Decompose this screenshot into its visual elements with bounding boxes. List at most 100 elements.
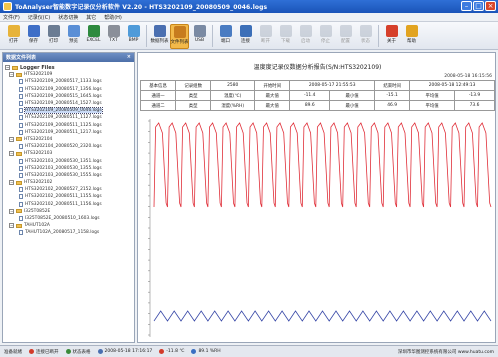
table-cell: 最大值 [254,100,291,111]
file-icon [19,144,23,150]
toolbar-button[interactable]: 帮助 [402,24,421,49]
tree-close-icon[interactable]: × [126,54,131,60]
mode-icon [65,349,71,354]
tree-item[interactable]: HTS3202103_20080530_1351.logs [5,157,134,164]
file-icon [19,158,23,164]
tree-item[interactable]: HTS3202102_20080511_1156.logs [5,201,134,208]
file-icon [19,122,23,128]
tree-item[interactable]: TAHUT102A_20080517_1158.logs [5,229,134,236]
collapse-icon[interactable]: − [5,65,10,71]
tree-item-label: HTS3202109_20080511_1217.logs [25,129,102,135]
toolbar-button[interactable]: 数据列表 [150,24,169,49]
tree-item[interactable]: HTS3202103_20080530_1555.logs [5,172,134,179]
minimize-button[interactable]: – [461,1,472,11]
toolbar-button[interactable]: 下载 [276,24,295,49]
collapse-icon[interactable]: − [9,136,14,142]
maximize-button[interactable]: □ [473,1,484,11]
toolbar-button[interactable]: BMP [124,24,143,49]
toolbar-button[interactable]: EXCEL [84,24,103,49]
toolbar-button[interactable]: 停止 [316,24,335,49]
tree-item[interactable]: − Logger Files [5,64,134,71]
toolbar-button[interactable]: 预览 [64,24,83,49]
toolbar-button[interactable]: 打印 [44,24,63,49]
tree-item[interactable]: HTS3202109_20080515_1645.logs [5,93,134,100]
tree-item-label: I325T0852E_20080510_1603.logs [25,216,100,222]
title-bar[interactable]: ToAnalyser智能数字记录仪分析软件 V2.20 - HTS3202109… [0,0,498,13]
excel-icon [87,25,100,37]
table-cell: 73.6 [454,100,495,111]
tree-item[interactable]: − HTS3202103 [5,150,134,157]
menu-state-switch[interactable]: 状态切换 [58,14,79,21]
toolbar-button[interactable]: TXT [104,24,123,49]
tree-item[interactable]: I325T0852E_20080510_1603.logs [5,215,134,222]
data-chart[interactable] [140,115,495,341]
toolbar-button-label: 下载 [281,39,290,44]
tree-item-label: Logger Files [20,64,55,71]
tree-item[interactable]: HTS3202109_20080511_1127.logs [5,114,134,121]
toolbar-button[interactable]: 状态 [356,24,375,49]
report-info-table: 基本信息 记录组数 2580 开始时间 2008-05-17 21:55:53 … [139,80,495,111]
toolbar-button-label: 启动 [301,39,310,44]
tree-item[interactable]: − HTS3202102 [5,179,134,186]
folder-icon [16,137,22,142]
tree-item[interactable]: HTS3202109_20080517_1356.logs [5,86,134,93]
collapse-icon[interactable]: − [9,180,14,186]
tree-item[interactable]: HTS3202104_20080520_2320.logs [5,143,134,150]
collapse-icon[interactable]: − [9,208,14,214]
toolbar-button[interactable]: 打开 [4,24,23,49]
toolbar-button-label: 配置 [341,39,350,44]
toolbar-separator [212,25,213,47]
table-cell: 46.9 [374,100,411,111]
toolbar-button[interactable]: 断开 [256,24,275,49]
toolbar-button[interactable]: 保存 [24,24,43,49]
toolbar-button[interactable]: 文件列表 [170,24,189,49]
table-cell: 湿度(%RH) [210,100,256,111]
status-humidity: 89.1 %RH [191,349,221,354]
toolbar-button-label: 断开 [261,39,270,44]
tree-item[interactable]: HTS3202109_20080514_1527.logs [5,100,134,107]
tree-item[interactable]: HTS3202102_20080527_2152.logs [5,186,134,193]
toolbar-button[interactable]: 连接 [236,24,255,49]
tree-item[interactable]: − HTS3202104 [5,136,134,143]
table-cell: 类型 [175,90,212,101]
menu-recorder[interactable]: 记录仪(C) [27,14,51,21]
menu-file[interactable]: 文件(F) [3,14,20,21]
table-cell: 通道二 [139,100,177,111]
tree-item[interactable]: HTS3202109_20080517_1133.logs [5,78,134,85]
usb-icon [193,25,206,37]
menu-help[interactable]: 帮助(H) [104,14,122,21]
collapse-icon[interactable]: − [9,151,14,157]
status-connection-text: 连接已断开 [36,349,59,355]
disconnected-icon [29,349,34,354]
tree-item[interactable]: HTS3202109_20080509_0046.logs [5,107,134,115]
toolbar-button-label: EXCEL [86,38,101,43]
folder-icon [16,72,22,77]
menu-other[interactable]: 其它 [86,14,97,21]
tree-item-label: I325T0852E [24,208,51,214]
toolbar-button-label: 文件列表 [170,40,189,45]
file-icon [19,86,23,92]
close-button[interactable]: × [485,1,496,11]
toolbar-button[interactable]: 端口 [216,24,235,49]
tree-item[interactable]: − HTS3202109 [5,71,134,78]
collapse-icon[interactable]: − [9,223,14,229]
toolbar-button-label: BMP [128,38,139,43]
collapse-icon[interactable]: − [9,72,14,78]
toolbar-button[interactable]: 启动 [296,24,315,49]
preview-icon [67,25,80,37]
toolbar-button[interactable]: 配置 [336,24,355,49]
tree-item[interactable]: HTS3202103_20080530_1355.logs [5,165,134,172]
tree-item[interactable]: − I325T0852E [5,208,134,215]
tree-item-label: HTS3202109 [24,72,53,78]
tree-item[interactable]: HTS3202109_20080511_1217.logs [5,129,134,136]
status-ready: 准备就绪 [4,349,22,355]
chart-svg [148,119,492,337]
toolbar-button[interactable]: 关于 [382,24,401,49]
tree-item[interactable]: − TAHUT102A [5,222,134,229]
tree-item[interactable]: HTS3202109_20080511_1125.logs [5,122,134,129]
tree-item-label: HTS3202109_20080509_0046.logs [24,107,103,115]
file-icon [19,187,23,193]
toolbar-button[interactable]: USB [190,24,209,49]
tree-item[interactable]: HTS3202102_20080511_1155.logs [5,193,134,200]
status-time-text: 2008-05-18 17:16:17 [104,349,153,354]
